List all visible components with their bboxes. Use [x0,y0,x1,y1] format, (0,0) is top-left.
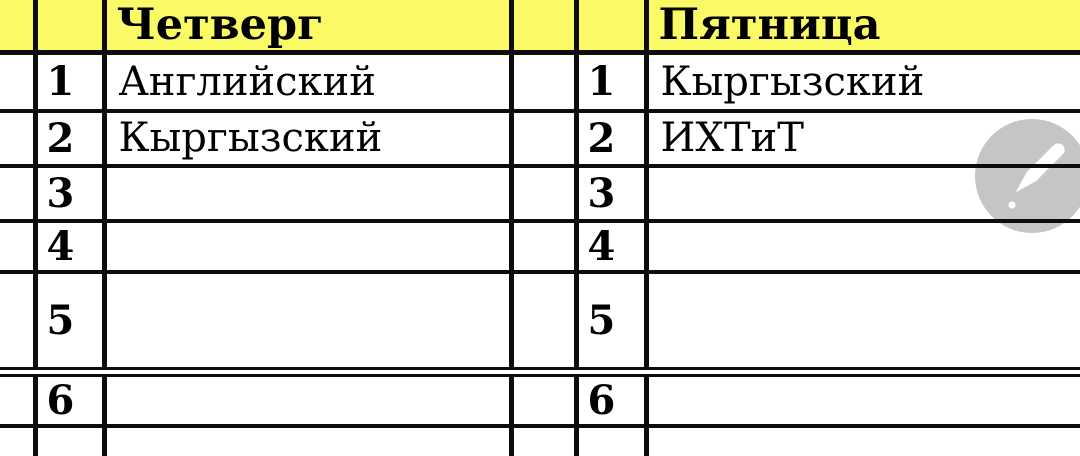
lesson-number-cell: 2 [35,110,107,168]
number-header-cell [576,0,649,55]
subject-cell [104,165,514,223]
subject-cell [646,165,1080,223]
day-header-thursday: Четверг [104,0,514,55]
left-edge-cell [0,52,38,113]
left-edge-cell [0,425,38,456]
lesson-number-cell: 2 [576,110,649,168]
subject-cell [646,426,1080,456]
lesson-number-cell: 4 [576,220,649,274]
lesson-number-cell: 5 [35,271,107,377]
left-edge-cell [0,271,38,377]
divider-cell [511,371,579,428]
subject-cell: Английский [104,52,514,113]
subject-cell [646,220,1080,274]
left-edge-cell [0,165,38,223]
table-row: 5 5 [0,271,1080,377]
subject-cell [104,425,514,456]
subject-cell [646,271,1080,377]
table-row-partial [0,425,1080,456]
subject-cell [104,220,514,274]
divider-cell [511,425,579,456]
table-row: 4 4 [0,220,1080,274]
header-row: Четверг Пятница [0,0,1080,55]
divider-cell [511,165,579,223]
lesson-number-cell: 1 [35,52,107,113]
lesson-number-cell [35,425,107,456]
left-edge-cell [0,371,38,428]
lesson-number-cell: 4 [35,220,107,274]
lesson-number-cell: 1 [576,52,649,113]
table-row: 2 Кыргызский 2 ИХТиТ [0,110,1080,168]
table-row: 1 Английский 1 Кыргызский [0,52,1080,113]
day-header-friday: Пятница [646,0,1080,55]
subject-cell: Кыргызский [646,52,1080,113]
divider-cell [511,52,579,113]
subject-cell: ИХТиТ [646,110,1080,168]
divider-cell [511,220,579,274]
table-row: 6 6 [0,371,1080,428]
left-edge-cell [0,220,38,274]
subject-cell [104,371,514,428]
table-row: 3 3 [0,165,1080,223]
lesson-number-cell: 3 [35,165,107,223]
subject-cell: Кыргызский [104,110,514,168]
lesson-number-cell: 6 [35,371,107,428]
left-edge-cell [0,0,38,55]
divider-cell [511,0,579,55]
lesson-number-cell [576,425,649,456]
divider-cell [511,110,579,168]
number-header-cell [35,0,107,55]
subject-cell [646,371,1080,428]
lesson-number-cell: 3 [576,165,649,223]
lesson-number-cell: 5 [576,271,649,377]
subject-cell [104,271,514,377]
lesson-number-cell: 6 [576,371,649,428]
divider-cell [511,271,579,377]
left-edge-cell [0,110,38,168]
